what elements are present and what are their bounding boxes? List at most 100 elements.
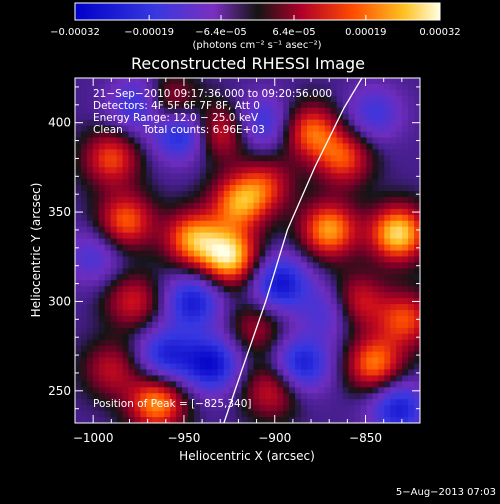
heatmap-cell: [330, 143, 338, 150]
heatmap-cell: [92, 95, 100, 103]
heatmap-cell: [295, 113, 302, 121]
heatmap-cell: [223, 226, 231, 234]
heatmap-cell: [253, 226, 260, 234]
heatmap-cell: [223, 327, 231, 335]
heatmap-cell: [211, 83, 219, 91]
heatmap-cell: [241, 411, 249, 418]
heatmap-cell: [414, 363, 420, 371]
heatmap-cell: [104, 101, 112, 109]
heatmap-cell: [128, 387, 136, 394]
heatmap-cell: [289, 351, 296, 359]
heatmap-cell: [110, 173, 118, 180]
heatmap-cell: [223, 363, 231, 371]
heatmap-cell: [402, 149, 409, 156]
heatmap-cell: [414, 274, 420, 281]
heatmap-cell: [199, 83, 207, 91]
heatmap-cell: [247, 387, 255, 394]
heatmap-cell: [217, 256, 225, 263]
heatmap-cell: [80, 405, 88, 412]
heatmap-cell: [271, 345, 278, 353]
heatmap-cell: [384, 238, 391, 246]
heatmap-cell: [306, 256, 314, 263]
heatmap-cell: [265, 417, 272, 423]
heatmap-cell: [330, 149, 338, 156]
heatmap-cell: [235, 333, 243, 341]
heatmap-cell: [86, 78, 94, 85]
heatmap-cell: [265, 286, 272, 293]
heatmap-cell: [104, 393, 112, 400]
heatmap-cell: [241, 369, 249, 377]
heatmap-cell: [306, 309, 314, 317]
heatmap-cell: [176, 196, 183, 204]
heatmap-cell: [259, 262, 266, 269]
heatmap-cell: [104, 417, 112, 423]
heatmap-cell: [306, 250, 314, 258]
heatmap-cell: [301, 95, 308, 103]
heatmap-cell: [86, 357, 94, 365]
heatmap-cell: [324, 125, 332, 133]
heatmap-cell: [324, 95, 332, 103]
heatmap-cell: [205, 167, 213, 174]
heatmap-cell: [354, 173, 362, 180]
heatmap-cell: [110, 304, 118, 311]
heatmap-cell: [104, 113, 112, 121]
heatmap-cell: [354, 137, 362, 145]
heatmap-cell: [241, 173, 249, 180]
heatmap-cell: [348, 149, 356, 156]
heatmap-cell: [390, 155, 397, 162]
heatmap-cell: [158, 238, 165, 246]
heatmap-cell: [205, 357, 213, 365]
heatmap-cell: [414, 167, 420, 174]
heatmap-cell: [110, 119, 118, 127]
heatmap-cell: [312, 250, 320, 258]
heatmap-cell: [170, 83, 177, 91]
heatmap-cell: [408, 399, 415, 406]
heatmap-cell: [122, 161, 130, 168]
heatmap-cell: [306, 405, 314, 412]
heatmap-cell: [342, 393, 350, 400]
heatmap-cell: [348, 256, 356, 263]
heatmap-cell: [360, 131, 368, 139]
heatmap-cell: [283, 417, 290, 423]
heatmap-cell: [193, 83, 201, 91]
heatmap-cell: [336, 185, 344, 192]
heatmap-cell: [396, 119, 403, 127]
heatmap-cell: [390, 280, 397, 287]
heatmap-cell: [390, 256, 397, 263]
heatmap-cell: [348, 125, 356, 133]
heatmap-cell: [122, 268, 130, 275]
heatmap-cell: [193, 191, 201, 198]
heatmap-cell: [152, 286, 159, 293]
heatmap-cell: [217, 89, 225, 97]
heatmap-cell: [110, 101, 118, 109]
heatmap-cell: [253, 143, 260, 150]
heatmap-cell: [128, 399, 136, 406]
heatmap-cell: [229, 321, 237, 329]
heatmap-cell: [271, 298, 278, 305]
heatmap-cell: [241, 167, 249, 174]
heatmap-cell: [205, 131, 213, 139]
heatmap-cell: [348, 399, 356, 406]
heatmap-cell: [259, 95, 266, 103]
heatmap-cell: [241, 137, 249, 145]
heatmap-cell: [158, 333, 165, 341]
heatmap-cell: [140, 280, 147, 287]
heatmap-cell: [134, 381, 142, 388]
heatmap-cell: [199, 333, 207, 341]
heatmap-cell: [176, 214, 183, 222]
heatmap-cell: [235, 89, 243, 97]
heatmap-cell: [188, 226, 195, 234]
heatmap-cell: [271, 411, 278, 418]
heatmap-cell: [378, 179, 385, 186]
heatmap-cell: [330, 286, 338, 293]
heatmap-cell: [330, 208, 338, 216]
heatmap-cell: [402, 375, 409, 382]
heatmap-cell: [140, 357, 147, 365]
heatmap-cell: [152, 89, 159, 97]
heatmap-cell: [360, 119, 368, 127]
heatmap-cell: [289, 304, 296, 311]
heatmap-cell: [182, 238, 189, 246]
heatmap-cell: [306, 155, 314, 162]
heatmap-cell: [170, 131, 177, 139]
heatmap-cell: [312, 357, 320, 365]
